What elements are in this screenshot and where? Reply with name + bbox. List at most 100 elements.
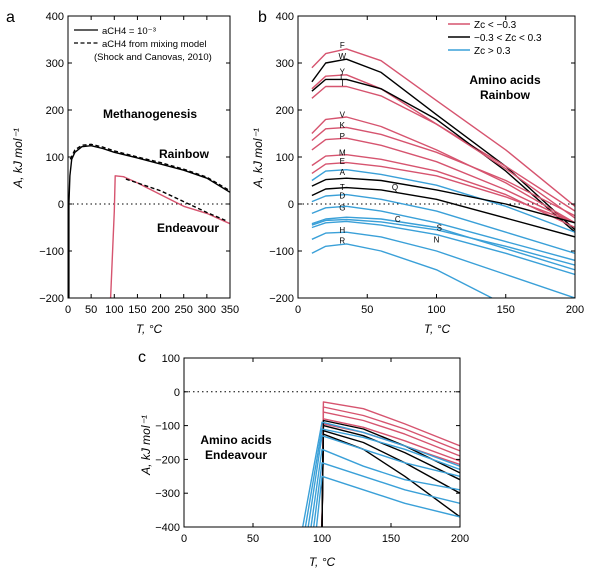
x-tick-label-b: 50 (361, 304, 373, 316)
legend-b-entry-1: Zc < −0.3 (474, 20, 517, 31)
series-label-s: S (437, 224, 442, 233)
series-label-n: N (434, 235, 440, 244)
series-line-b-l (311, 78, 575, 233)
series-label-k: K (340, 121, 346, 130)
y-tick-label-c: 0 (174, 387, 180, 399)
y-axis-label-b: A, kJ mol⁻¹ (251, 128, 265, 189)
chart-title-b-line2: Rainbow (480, 88, 531, 102)
series-line-c-9 (302, 421, 460, 527)
series-line-a-endeavour (109, 175, 230, 298)
panel-letter-b: b (258, 9, 267, 26)
x-tick-label-b: 100 (427, 304, 445, 316)
series-line-a-endeavour-mixing (125, 178, 226, 222)
legend-b-entry-3: Zc > 0.3 (474, 46, 511, 57)
series-line-c-3 (321, 418, 460, 527)
series-line-b-m (311, 153, 575, 229)
series-line-c-13 (313, 462, 460, 527)
series-line-b-p (311, 137, 575, 224)
y-tick-label-c: −400 (155, 522, 180, 534)
x-tick-label-a: 200 (151, 304, 169, 316)
y-tick-label-b: 300 (276, 58, 294, 70)
series-line-c-0 (321, 401, 460, 527)
series-line-b-s (311, 216, 575, 271)
x-tick-label-a: 350 (221, 304, 239, 316)
series-line-b-a (311, 168, 575, 233)
series-line-b-t (311, 177, 575, 224)
series-line-c-11 (307, 435, 460, 527)
x-tick-label-a: 100 (105, 304, 123, 316)
legend-b: Zc < −0.3 −0.3 < Zc < 0.3 Zc > 0.3 (448, 20, 542, 57)
y-tick-label-c: −100 (155, 421, 180, 433)
series-line-b-d (311, 193, 575, 254)
y-tick-label-b: −100 (269, 246, 294, 258)
y-axis-label-c: A, kJ mol⁻¹ (139, 415, 153, 476)
y-tick-label-c: −300 (155, 488, 180, 500)
y-axis-label-a: A, kJ mol⁻¹ (11, 128, 25, 189)
x-tick-label-a: 300 (198, 304, 216, 316)
legend-a-entry-2: aCH4 from mixing model (102, 39, 207, 50)
series-label-m: M (339, 148, 346, 157)
series-line-b-h (311, 231, 575, 298)
x-tick-label-a: 150 (128, 304, 146, 316)
x-tick-label-a: 0 (65, 304, 71, 316)
x-tick-label-c: 50 (247, 533, 259, 545)
y-tick-label-a: 300 (46, 58, 64, 70)
x-tick-label-c: 0 (181, 533, 187, 545)
series-label-h: H (339, 226, 345, 235)
series-label-q: Q (392, 183, 398, 192)
series-label-g: G (339, 203, 345, 212)
x-tick-label-c: 150 (382, 533, 400, 545)
y-tick-label-b: −200 (269, 293, 294, 305)
legend-a-entry-1: aCH4 = 10⁻³ (102, 26, 156, 37)
x-tick-label-c: 100 (313, 533, 331, 545)
series-line-b-i (311, 85, 575, 219)
label-endeavour: Endeavour (157, 221, 219, 235)
y-tick-label-a: 100 (46, 152, 64, 164)
x-tick-label-b: 200 (566, 304, 584, 316)
label-rainbow: Rainbow (159, 147, 210, 161)
plot-area-a: 0 50 100 150 200 250 300 350 −200 −100 0 100 200 300 4… (39, 11, 239, 316)
panel-c: c 0 50 100 150 200 −400 −300 −200 −100 0 100 Amino… (138, 349, 469, 569)
series-line-a-rainbow-mixing (69, 143, 230, 192)
series-label-c: C (395, 215, 401, 224)
series-label-w: W (339, 52, 347, 61)
plot-area-c: 0 50 100 150 200 −400 −300 −200 −100 0 100 (155, 353, 469, 545)
chart-title-c-line2: Endeavour (205, 448, 267, 462)
panel-letter-c: c (138, 349, 146, 366)
x-tick-label-c: 200 (451, 533, 469, 545)
series-line-b-e (311, 161, 575, 224)
panel-a: a 0 50 100 150 200 250 300 350 −200 −100 0 100 200 30… (6, 9, 239, 336)
legend-a-entry-3: (Shock and Canovas, 2010) (94, 52, 212, 63)
series-line-c-12 (310, 448, 460, 527)
series-line-b-k (311, 126, 575, 217)
y-tick-label-b: 0 (288, 199, 294, 211)
series-label-l: L (340, 73, 345, 82)
y-tick-label-b: 100 (276, 152, 294, 164)
series-line-b-r (311, 243, 493, 298)
series-line-b-q (311, 186, 575, 238)
x-tick-label-a: 50 (85, 304, 97, 316)
chart-title-a: Methanogenesis (103, 107, 197, 121)
x-tick-label-a: 250 (175, 304, 193, 316)
series-line-c-10 (304, 428, 460, 527)
series-label-a: A (340, 168, 346, 177)
y-tick-label-a: 0 (58, 199, 64, 211)
y-tick-label-b: 200 (276, 105, 294, 117)
series-label-r: R (339, 237, 345, 246)
x-axis-label-a: T, °C (136, 322, 163, 336)
x-tick-label-b: 150 (497, 304, 515, 316)
series-line-b-c (311, 218, 575, 266)
series-label-y: Y (340, 67, 346, 76)
series-label-d: D (339, 192, 345, 201)
series-line-b-g (311, 205, 575, 262)
series-label-e: E (340, 157, 345, 166)
x-tick-label-b: 0 (295, 304, 301, 316)
series-line-b-f (311, 48, 575, 207)
series-line-a-rainbow (68, 144, 230, 298)
y-tick-label-a: 400 (46, 11, 64, 23)
y-tick-label-a: −100 (39, 246, 64, 258)
chart-title-c-line1: Amino acids (200, 433, 272, 447)
legend-b-entry-2: −0.3 < Zc < 0.3 (474, 33, 542, 44)
